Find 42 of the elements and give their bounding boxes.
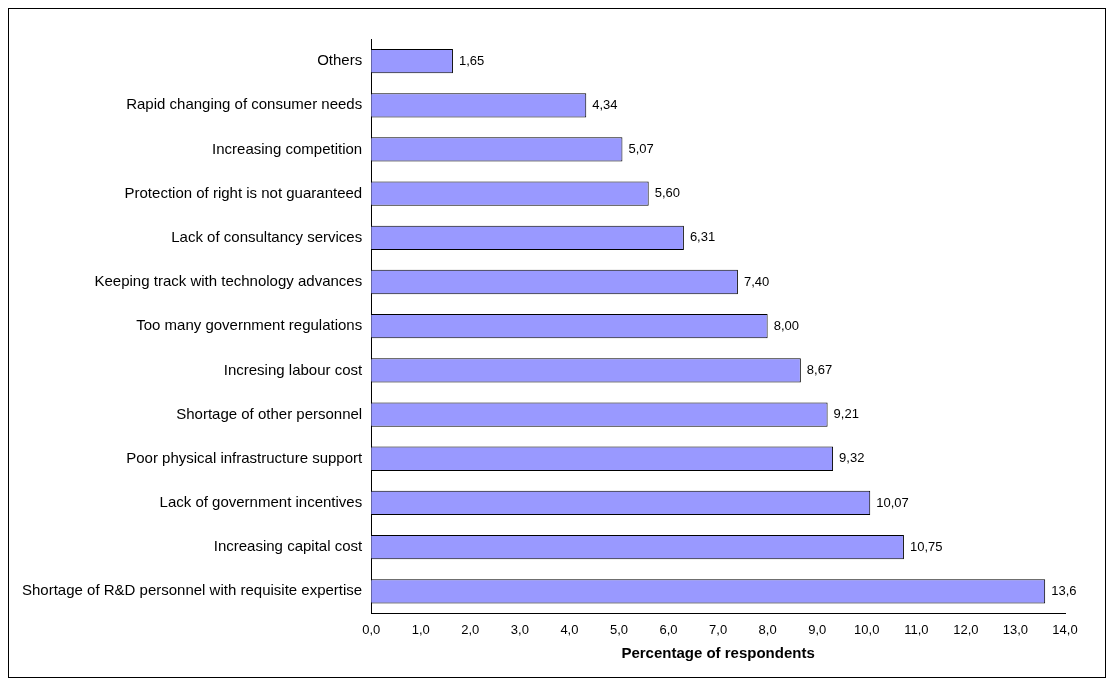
data-label: 1,65 bbox=[458, 52, 485, 68]
x-axis-title: Percentage of respondents bbox=[621, 644, 815, 662]
y-tick-label: Lack of government incentives bbox=[159, 493, 363, 511]
y-tick-label: Incresing labour cost bbox=[223, 360, 364, 378]
y-tick-label: Increasing competition bbox=[212, 139, 363, 157]
x-tick-label: 12,0 bbox=[953, 621, 979, 637]
y-tick-label: Increasing capital cost bbox=[213, 537, 363, 555]
x-tick-label: 13,0 bbox=[1002, 621, 1029, 637]
data-label: 6,31 bbox=[689, 229, 716, 245]
y-tick-label: Poor physical infrastructure support bbox=[126, 448, 363, 466]
data-label: 8,00 bbox=[773, 317, 799, 333]
x-tick-label: 8,0 bbox=[758, 621, 777, 637]
x-tick-label: 3,0 bbox=[510, 621, 529, 637]
x-tick-label: 7,0 bbox=[709, 621, 728, 637]
data-label: 5,60 bbox=[654, 185, 681, 201]
x-tick-label: 5,0 bbox=[609, 621, 629, 637]
y-tick-label: Others bbox=[317, 51, 363, 69]
data-label: 9,21 bbox=[833, 406, 859, 422]
y-tick-label: Keeping track with technology advances bbox=[94, 272, 363, 290]
y-tick-label: Too many government regulations bbox=[136, 316, 363, 334]
x-tick-label: 9,0 bbox=[808, 621, 827, 637]
y-tick-label: Rapid changing of consumer needs bbox=[126, 95, 363, 113]
x-tick-label: 2,0 bbox=[461, 621, 480, 637]
y-tick-label: Lack of consultancy services bbox=[171, 227, 363, 245]
x-tick-label: 11,0 bbox=[904, 621, 929, 637]
y-tick-label: Protection of right is not guaranteed bbox=[124, 183, 363, 201]
x-tick-label: 0,0 bbox=[362, 621, 381, 637]
x-tick-label: 10,0 bbox=[854, 621, 880, 637]
data-label: 13,6 bbox=[1051, 582, 1077, 598]
data-label: 4,34 bbox=[592, 96, 618, 112]
data-label: 10,75 bbox=[909, 538, 943, 554]
x-tick-label: 6,0 bbox=[659, 621, 678, 637]
data-label: 9,32 bbox=[839, 450, 865, 466]
data-label: 10,07 bbox=[876, 494, 909, 510]
x-tick-label: 1,0 bbox=[411, 621, 430, 637]
x-tick-label: 14,0 bbox=[1052, 621, 1078, 637]
data-label: 7,40 bbox=[743, 273, 770, 289]
y-tick-label: Shortage of R&D personnel with requisite expertise bbox=[21, 581, 363, 599]
data-label: 8,67 bbox=[806, 361, 833, 377]
data-label: 5,07 bbox=[628, 141, 654, 157]
x-tick-label: 4,0 bbox=[560, 621, 579, 637]
y-tick-label: Shortage of other personnel bbox=[176, 404, 363, 422]
